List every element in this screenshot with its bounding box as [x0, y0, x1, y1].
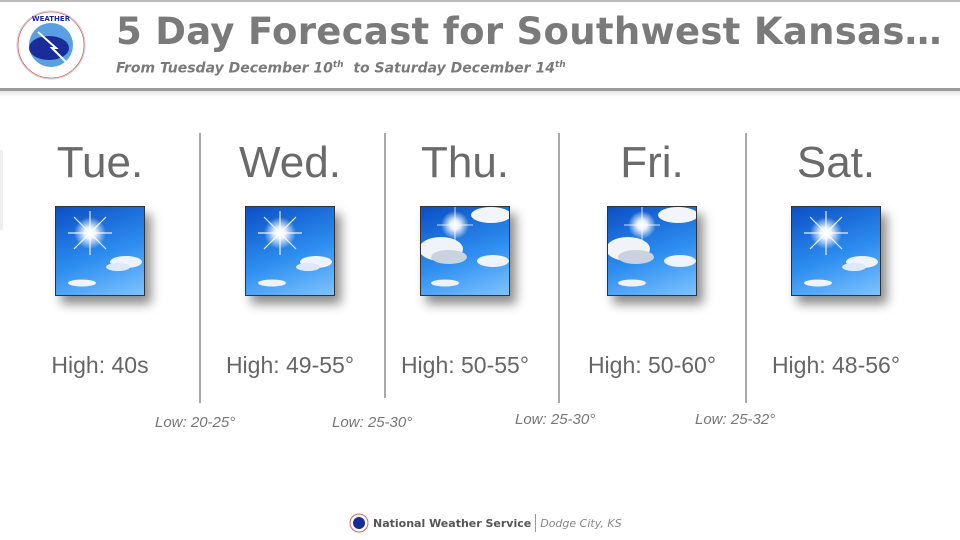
forecast-day-fri: Fri. High: 50-60° [562, 130, 742, 379]
low-temp: Low: 25-30° [515, 411, 596, 428]
sunny-icon [55, 206, 145, 296]
day-name: Sat. [796, 138, 876, 187]
page-title: 5 Day Forecast for Southwest Kansas… [116, 10, 942, 53]
divider [558, 133, 560, 403]
nws-logo: WEATHER [16, 10, 86, 80]
nws-small-logo [349, 513, 369, 533]
high-temp: High: 40s [51, 352, 149, 378]
day-name: Thu. [420, 138, 510, 187]
svg-text:WEATHER: WEATHER [32, 15, 71, 23]
forecast-day-wed: Wed. High: 49-55° [200, 130, 380, 379]
partly-cloudy-icon [420, 206, 510, 296]
high-temp: High: 48-56° [771, 352, 901, 378]
high-temp: High: 50-55° [400, 352, 530, 378]
divider [199, 133, 201, 403]
low-temp: Low: 25-32° [695, 411, 776, 428]
header-shadow [0, 91, 960, 97]
header-divider [0, 88, 960, 91]
top-border [0, 0, 960, 2]
low-temp: Low: 20-25° [155, 414, 236, 431]
partly-cloudy-icon [607, 206, 697, 296]
divider [384, 133, 386, 398]
day-name: Wed. [239, 138, 341, 187]
low-temp: Low: 25-30° [332, 414, 413, 431]
day-name: Fri. [620, 138, 684, 187]
left-edge-mark [0, 150, 3, 230]
day-name: Tue. [56, 138, 144, 187]
divider [745, 133, 747, 403]
forecast-day-sat: Sat. High: 48-56° [746, 130, 926, 379]
footer: National Weather Service Dodge City, KS [349, 513, 622, 533]
sunny-icon [245, 206, 335, 296]
high-temp: High: 49-55° [225, 352, 355, 378]
footer-location: Dodge City, KS [540, 516, 622, 530]
forecast-day-tue: Tue. High: 40s [10, 130, 190, 379]
footer-org: National Weather Service [373, 516, 532, 530]
footer-separator [535, 514, 537, 532]
page-subtitle: From Tuesday December 10th to Saturday D… [116, 60, 566, 77]
high-temp: High: 50-60° [587, 352, 717, 378]
forecast-day-thu: Thu. High: 50-55° [375, 130, 555, 379]
sunny-icon [791, 206, 881, 296]
